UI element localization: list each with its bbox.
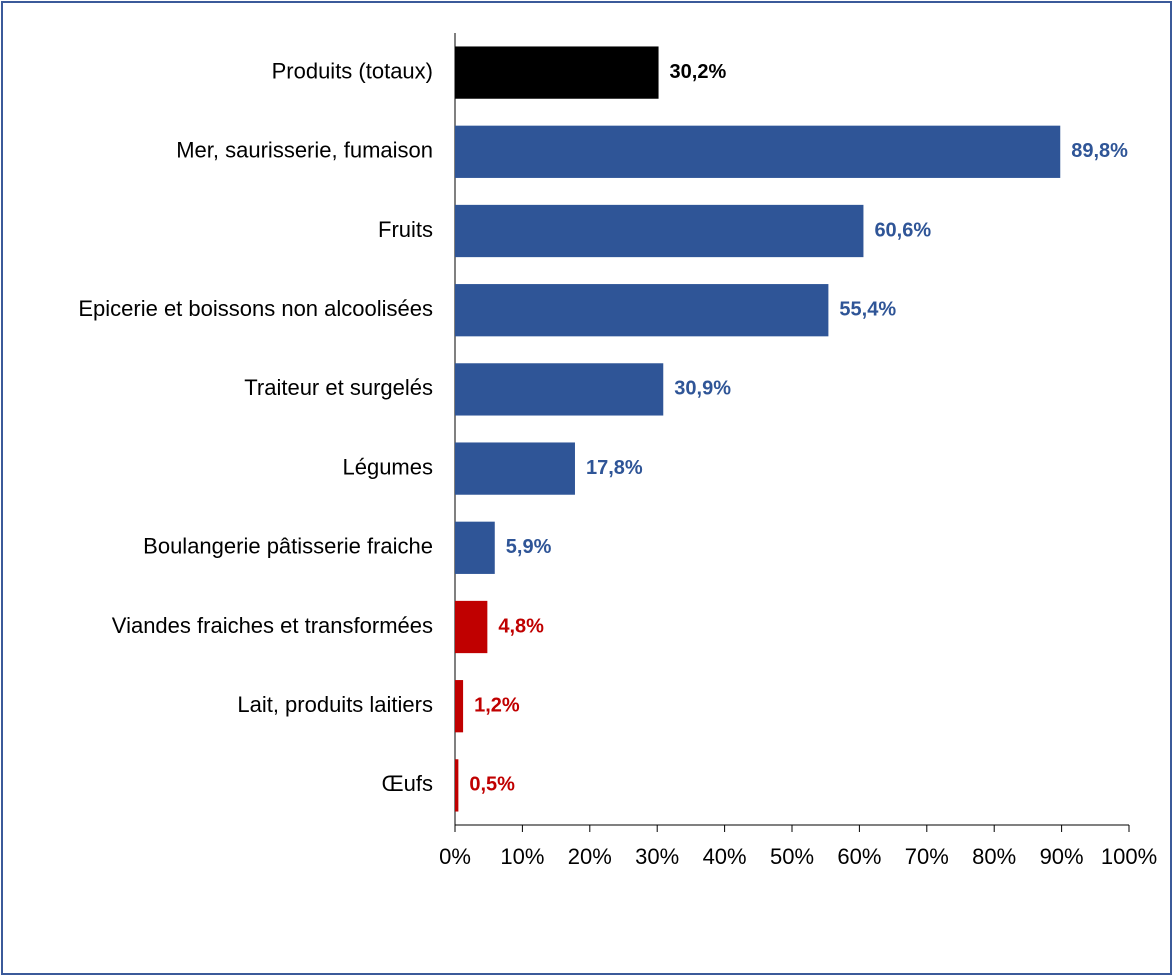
bar	[455, 204, 864, 258]
value-label: 5,9%	[506, 536, 552, 558]
y-tick-label: Légumes	[342, 454, 433, 479]
bar	[455, 284, 829, 337]
value-label: 55,4%	[839, 298, 896, 320]
x-tick-label: 80%	[972, 844, 1016, 869]
value-label: 4,8%	[498, 615, 544, 637]
value-label: 30,9%	[674, 378, 731, 400]
bar	[455, 363, 664, 416]
x-tick-label: 20%	[568, 844, 612, 869]
x-tick-label: 70%	[905, 844, 949, 869]
bar	[455, 125, 1061, 178]
y-tick-label: Traiteur et surgelés	[244, 375, 433, 400]
value-label: 17,8%	[586, 457, 643, 479]
bar	[455, 442, 575, 495]
bar	[455, 680, 464, 733]
y-tick-label: Viandes fraiches et transformées	[112, 613, 433, 638]
value-label: 30,2%	[670, 61, 727, 83]
y-tick-label: Epicerie et boissons non alcoolisées	[78, 296, 433, 321]
x-tick-label: 60%	[837, 844, 881, 869]
y-tick-label: Fruits	[378, 217, 433, 242]
x-tick-label: 50%	[770, 844, 814, 869]
value-label: 89,8%	[1071, 140, 1128, 162]
y-tick-label: Lait, produits laitiers	[237, 692, 433, 717]
y-tick-label: Produits (totaux)	[272, 58, 433, 83]
x-tick-label: 0%	[439, 844, 471, 869]
value-label: 1,2%	[474, 694, 520, 716]
bar	[455, 521, 495, 574]
bar	[455, 759, 459, 812]
y-tick-label: Mer, saurisserie, fumaison	[176, 138, 433, 163]
bar	[455, 46, 659, 99]
x-tick-label: 10%	[500, 844, 544, 869]
value-label: 60,6%	[874, 219, 931, 241]
x-tick-label: 90%	[1040, 844, 1084, 869]
x-tick-label: 100%	[1101, 844, 1157, 869]
bar	[455, 600, 488, 654]
y-tick-label: Œufs	[382, 771, 433, 796]
y-tick-label: Boulangerie pâtisserie fraiche	[143, 534, 433, 559]
value-label: 0,5%	[469, 774, 515, 796]
x-tick-label: 30%	[635, 844, 679, 869]
x-tick-label: 40%	[703, 844, 747, 869]
